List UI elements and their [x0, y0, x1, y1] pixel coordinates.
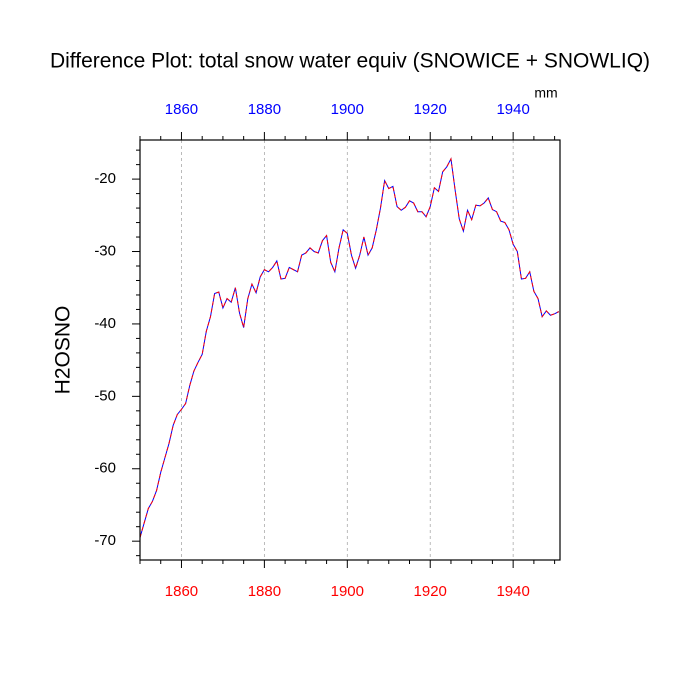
- x2-tick-label: 1940: [496, 101, 529, 118]
- plot-frame: [139, 139, 561, 561]
- x2-tick-label: 1880: [248, 101, 281, 118]
- y-tick-label: -60: [94, 460, 116, 477]
- y-tick-label: -30: [94, 242, 116, 259]
- x-tick-label: 1880: [248, 583, 281, 600]
- y-tick-label: -40: [94, 315, 116, 332]
- x-tick-label: 1920: [414, 583, 447, 600]
- x2-tick-label: 1860: [165, 101, 198, 118]
- x-tick-label: 1900: [331, 583, 364, 600]
- y-axis-label: H2OSNO: [52, 306, 75, 395]
- data-line: [139, 157, 559, 538]
- x-tick-label: 1860: [165, 583, 198, 600]
- chart-title: Difference Plot: total snow water equiv …: [50, 50, 650, 73]
- y-tick-label: -20: [94, 170, 116, 187]
- y-tick-label: -70: [94, 532, 116, 549]
- x2-tick-label: 1920: [414, 101, 447, 118]
- x2-tick-label: 1900: [331, 101, 364, 118]
- y-tick-label: -50: [94, 387, 116, 404]
- x-tick-label: 1940: [496, 583, 529, 600]
- data-line: [139, 157, 559, 538]
- units-label: mm: [534, 85, 557, 101]
